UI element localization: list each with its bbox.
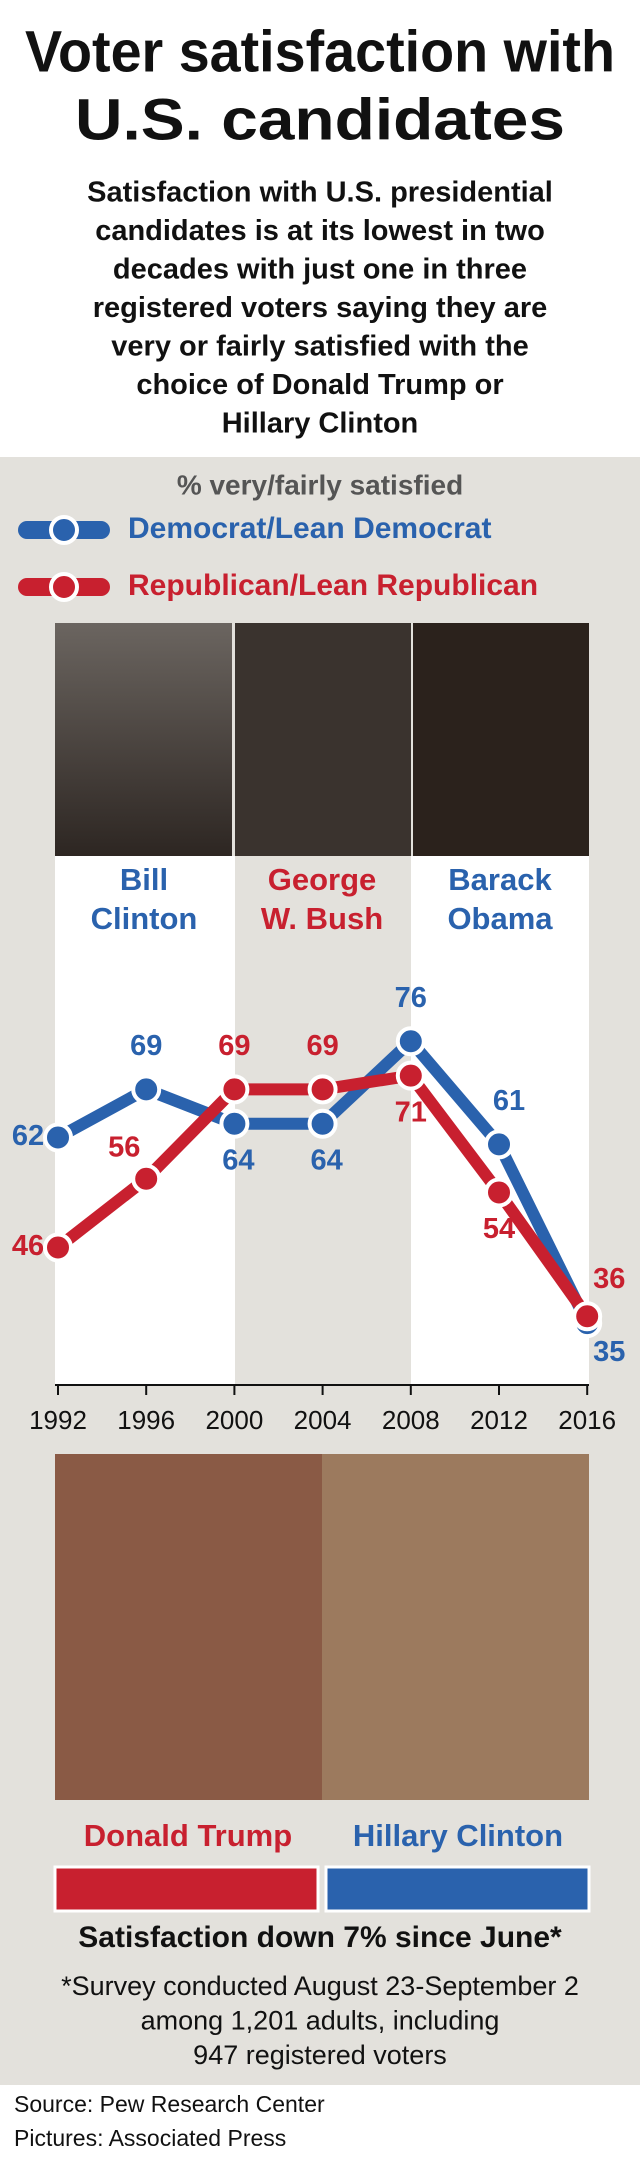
point (219, 1074, 250, 1105)
x-tick-label: 2016 (558, 1405, 616, 1435)
value-label: 69 (218, 1030, 250, 1062)
value-label: 54 (483, 1213, 515, 1245)
x-tick-label: 1996 (117, 1405, 175, 1435)
value-label: 35 (593, 1336, 625, 1368)
photo (235, 623, 411, 856)
photo (55, 623, 232, 856)
president-name: Barack (448, 862, 552, 897)
value-label: 62 (12, 1120, 44, 1152)
value-label: 56 (108, 1131, 140, 1163)
subtitle: Satisfaction with U.S. presidential (87, 177, 553, 209)
president-name: George (268, 862, 377, 897)
point (307, 1108, 338, 1139)
point (484, 1177, 514, 1208)
point (131, 1074, 162, 1105)
note: Satisfaction down 7% since June* (78, 1921, 562, 1954)
point (572, 1301, 603, 1332)
x-tick-label: 2012 (470, 1405, 528, 1435)
source: Pictures: Associated Press (14, 2125, 286, 2151)
candidate-bar (53, 1865, 320, 1913)
candidate-bar (324, 1865, 591, 1913)
title: Voter satisfaction with (25, 19, 615, 84)
president-name: Clinton (91, 901, 198, 936)
value-label: 46 (12, 1230, 44, 1262)
x-tick-label: 2004 (294, 1405, 352, 1435)
value-label: 69 (130, 1030, 162, 1062)
value-label: 64 (222, 1144, 254, 1176)
point (307, 1074, 338, 1105)
point (395, 1060, 426, 1091)
president-name: Obama (447, 901, 553, 936)
value-label: 36 (593, 1263, 625, 1295)
point (131, 1163, 162, 1194)
photo (322, 1454, 589, 1800)
legend-swatch (49, 515, 79, 545)
x-tick-label: 1992 (29, 1405, 87, 1435)
photo (413, 623, 589, 856)
subtitle: Hillary Clinton (222, 408, 419, 440)
x-tick-label: 2000 (205, 1405, 263, 1435)
candidate-name: Hillary Clinton (353, 1818, 563, 1853)
value-label: 69 (306, 1030, 338, 1062)
value-label: 61 (493, 1085, 525, 1117)
point (484, 1129, 514, 1160)
point (395, 1026, 426, 1057)
subtitle: very or fairly satisfied with the (111, 331, 528, 363)
value-label: 64 (310, 1144, 342, 1176)
point (219, 1108, 250, 1139)
photo (55, 1454, 322, 1800)
value-label: 71 (395, 1096, 427, 1128)
subtitle: registered voters saying they are (93, 292, 548, 324)
subtitle: candidates is at its lowest in two (95, 215, 545, 247)
president-name: W. Bush (261, 901, 383, 936)
subtitle: choice of Donald Trump or (136, 369, 503, 401)
footnote: 947 registered voters (193, 2040, 447, 2070)
source: Source: Pew Research Center (14, 2091, 325, 2117)
president-name: Bill (120, 862, 168, 897)
x-tick-label: 2008 (382, 1405, 440, 1435)
point (43, 1232, 73, 1263)
chart-title: % very/fairly satisfied (177, 469, 463, 500)
source-box (0, 2085, 640, 2170)
footnote: *Survey conducted August 23-September 2 (61, 1971, 579, 2001)
candidate-name: Donald Trump (84, 1818, 292, 1853)
footnote: among 1,201 adults, including (141, 2006, 500, 2036)
legend-label: Republican/Lean Republican (128, 569, 538, 602)
legend-swatch (49, 572, 79, 602)
value-label: 76 (395, 982, 427, 1014)
legend-label: Democrat/Lean Democrat (128, 512, 491, 545)
title: U.S. candidates (75, 87, 565, 152)
subtitle: decades with just one in three (113, 254, 527, 286)
point (43, 1122, 73, 1153)
